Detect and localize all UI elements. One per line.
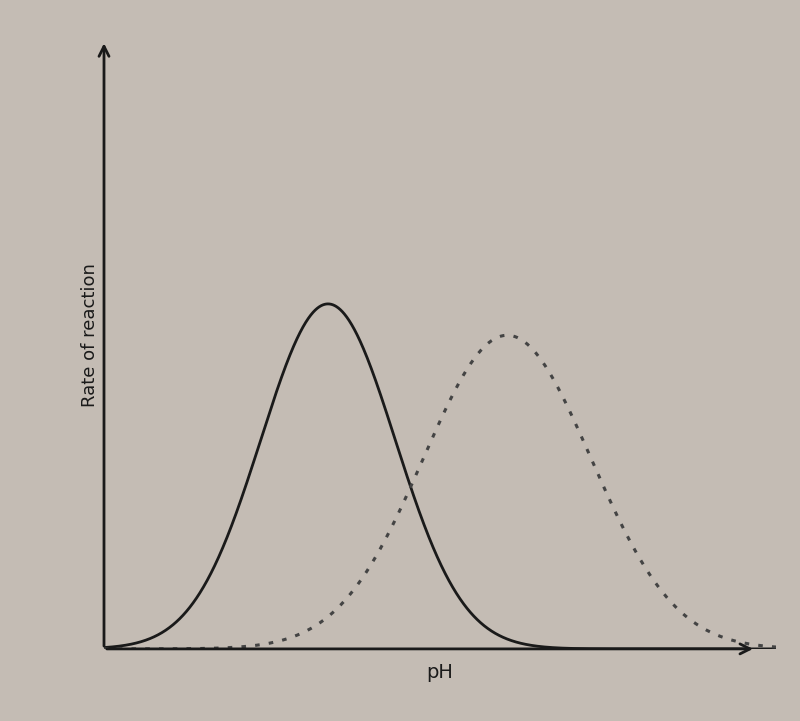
Y-axis label: Rate of reaction: Rate of reaction <box>81 263 99 407</box>
X-axis label: pH: pH <box>426 663 454 682</box>
